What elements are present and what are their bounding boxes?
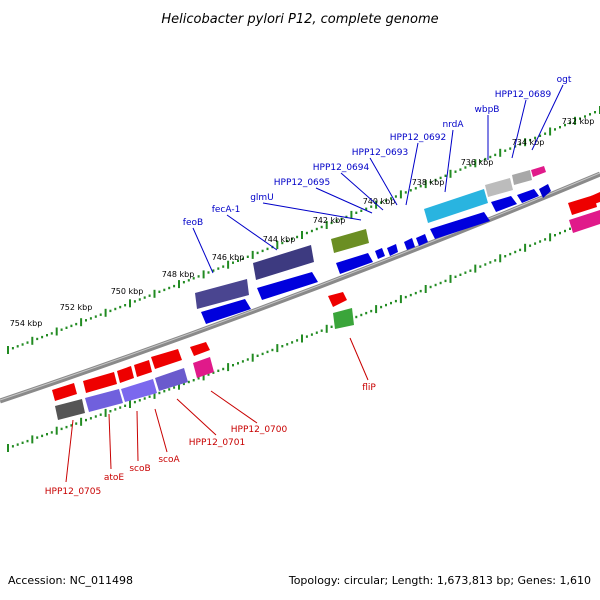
gene-label-wbpb: wbpB (475, 105, 500, 115)
scale-label: 748 kbp (162, 270, 195, 279)
scale-label: 740 kbp (363, 197, 396, 206)
gene-feature (531, 166, 546, 177)
gene-feature (568, 195, 597, 215)
reverse-leader-lines (65, 337, 369, 483)
gene-label-hpp12-0700: HPP12_0700 (231, 425, 288, 435)
forward-leader-lines (192, 84, 564, 274)
gene-feature (485, 178, 513, 197)
forward-strand-features (195, 166, 551, 324)
reverse-strand-features (52, 192, 600, 420)
gene-feature (257, 272, 318, 300)
gene-feature (121, 379, 157, 402)
gene-feature (85, 389, 123, 412)
gene-feature (424, 189, 488, 223)
accession-text: Accession: NC_011498 (8, 574, 134, 587)
genome-backbone-highlight (0, 172, 600, 401)
gene-label-hpp12-0692: HPP12_0692 (390, 133, 446, 143)
scale-label: 750 kbp (111, 287, 144, 296)
gene-feature (195, 279, 249, 309)
gene-label-hpp12-0693: HPP12_0693 (352, 148, 408, 158)
gene-feature (569, 210, 600, 233)
gene-feature (517, 189, 539, 203)
gene-label-scob: scoB (129, 464, 150, 474)
gene-feature (591, 192, 600, 204)
scale-label: 742 kbp (313, 216, 346, 225)
inner-tick-ring (7, 212, 600, 452)
scale-label: 732 kbp (562, 117, 595, 126)
scale-label: 738 kbp (412, 178, 445, 187)
map-title: Helicobacter pylori P12, complete genome (161, 12, 438, 27)
gene-label-hpp12-0701: HPP12_0701 (189, 438, 245, 448)
gene-label-hpp12-0705: HPP12_0705 (45, 487, 101, 497)
gene-feature (201, 299, 251, 324)
gene-feature (134, 360, 152, 377)
scale-label: 752 kbp (60, 303, 93, 312)
position-scale: 732 kbp 734 kbp 736 kbp 738 kbp 740 kbp … (10, 117, 595, 328)
gene-feature (512, 170, 532, 185)
gene-feature (190, 342, 210, 356)
gene-feature (336, 253, 373, 274)
gene-label-glmu: glmU (250, 193, 274, 203)
gene-feature (539, 184, 551, 198)
gene-feature (83, 372, 117, 393)
gene-feature (331, 229, 369, 253)
gene-feature (375, 248, 385, 259)
gene-feature (333, 308, 354, 329)
gene-feature (55, 399, 85, 420)
gene-feature (404, 238, 415, 250)
reverse-gene-labels: fliP HPP12_0700 HPP12_0701 scoA scoB ato… (45, 383, 377, 497)
gene-feature (253, 245, 314, 280)
gene-label-hpp12-0694: HPP12_0694 (313, 163, 370, 173)
gene-label-feca-1: fecA-1 (212, 205, 241, 215)
gene-feature (151, 349, 182, 369)
gene-feature (328, 292, 347, 307)
gene-feature (193, 357, 214, 378)
scale-label: 754 kbp (10, 319, 43, 328)
gene-label-nrda: nrdA (442, 120, 464, 130)
scale-label: 734 kbp (512, 138, 545, 147)
gene-feature (387, 244, 398, 256)
gene-label-scoa: scoA (158, 455, 180, 465)
genome-summary-text: Topology: circular; Length: 1,673,813 bp… (288, 574, 591, 587)
gene-label-flip: fliP (362, 383, 376, 393)
gene-feature (117, 366, 134, 383)
gene-feature (416, 234, 428, 246)
gene-feature (155, 368, 188, 391)
gene-feature (491, 196, 517, 212)
gene-feature (430, 212, 490, 239)
gene-feature (52, 383, 77, 401)
scale-label: 746 kbp (212, 253, 245, 262)
forward-gene-labels: ogt HPP12_0689 wbpB nrdA HPP12_0692 HPP1… (183, 75, 572, 228)
genome-backbone (0, 171, 600, 404)
gene-label-feob: feoB (183, 218, 203, 228)
scale-label: 736 kbp (461, 158, 494, 167)
gene-label-atoe: atoE (104, 473, 125, 483)
scale-label: 744 kbp (263, 235, 296, 244)
gene-label-hpp12-0695: HPP12_0695 (274, 178, 330, 188)
gene-label-hpp12-0689: HPP12_0689 (495, 90, 552, 100)
gene-label-ogt: ogt (557, 75, 572, 85)
